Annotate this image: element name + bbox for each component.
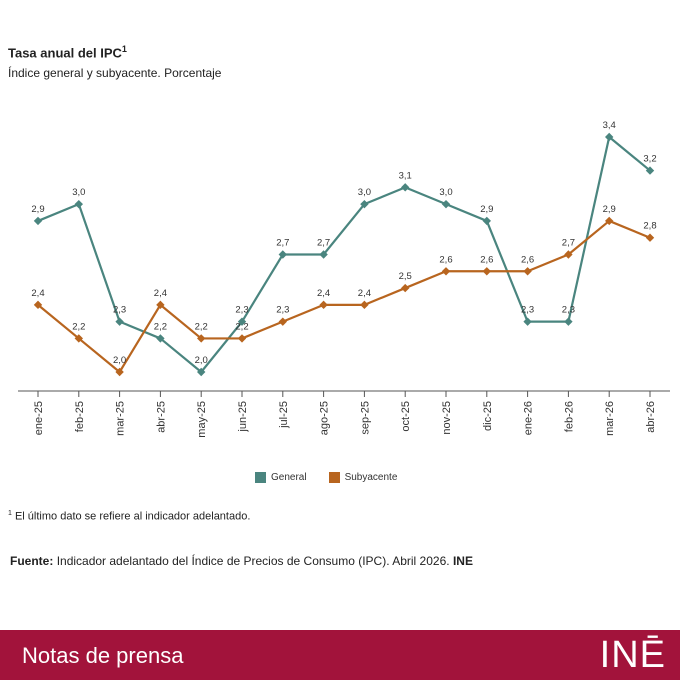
- x-tick-label: nov-25: [441, 401, 453, 435]
- x-tick-label: dic-25: [482, 401, 494, 431]
- legend-swatch-general: [255, 472, 266, 483]
- data-point-subyacente: [156, 300, 165, 310]
- data-label-general: 3,1: [399, 170, 412, 181]
- data-point-general: [441, 199, 451, 209]
- line-chart: ene-25 feb-25 mar-25 abr-25 may-25 jun-25 jul-…: [18, 120, 670, 438]
- data-point-subyacente: [237, 334, 247, 343]
- data-label-general: 2,0: [195, 355, 208, 366]
- data-point-general: [278, 250, 287, 259]
- data-label-general: 2,7: [276, 238, 289, 249]
- data-label-subyacente: 2,7: [562, 238, 575, 249]
- x-tick-label: abr-26: [645, 401, 657, 433]
- data-label-general: 3,0: [439, 187, 452, 198]
- data-label-subyacente: 2,5: [399, 271, 412, 282]
- data-label-general: 3,0: [72, 187, 85, 198]
- data-label-general: 3,0: [358, 187, 371, 198]
- data-point-subyacente: [115, 367, 124, 377]
- data-point-general: [115, 317, 124, 326]
- data-label-subyacente: 2,4: [31, 288, 44, 299]
- data-label-general: 2,3: [521, 305, 534, 316]
- legend-item-general: General: [255, 472, 307, 483]
- data-label-subyacente: 2,4: [358, 288, 371, 299]
- chart-title: Tasa anual del IPC1: [8, 44, 127, 61]
- data-label-general: 2,7: [317, 238, 330, 249]
- footnote: 1 El último dato se refiere al indicador…: [8, 510, 251, 523]
- data-label-general: 2,3: [113, 305, 126, 316]
- x-tick-label: feb-25: [74, 401, 86, 432]
- data-label-subyacente: 2,2: [235, 321, 248, 332]
- data-point-subyacente: [319, 300, 328, 310]
- data-label-general: 2,2: [154, 321, 167, 332]
- data-point-subyacente: [278, 317, 287, 326]
- data-point-subyacente: [33, 300, 43, 310]
- x-tick-label: jul-25: [278, 401, 290, 429]
- data-label-subyacente: 2,2: [195, 321, 208, 332]
- data-label-subyacente: 2,9: [603, 204, 616, 215]
- data-label-subyacente: 2,6: [439, 254, 452, 265]
- data-point-subyacente: [523, 267, 532, 276]
- x-tick-label: mar-25: [115, 401, 127, 436]
- data-point-subyacente: [645, 233, 655, 242]
- x-tick-label: jun-25: [237, 401, 249, 433]
- data-label-subyacente: 2,8: [643, 221, 656, 232]
- data-point-general: [74, 199, 83, 209]
- data-label-subyacente: 2,4: [317, 288, 330, 299]
- data-label-subyacente: 2,6: [521, 254, 534, 265]
- data-label-general: 2,9: [480, 204, 493, 215]
- legend-label-subyacente: Subyacente: [344, 472, 398, 483]
- data-label-subyacente: 2,4: [154, 288, 167, 299]
- data-point-general: [564, 317, 573, 326]
- chart-subtitle: Índice general y subyacente. Porcentaje: [8, 66, 222, 80]
- series-line-subyacente: [37, 219, 651, 374]
- data-point-subyacente: [401, 283, 410, 293]
- data-label-subyacente: 2,2: [72, 321, 85, 332]
- x-tick-label: abr-25: [155, 401, 167, 433]
- data-label-subyacente: 2,3: [276, 305, 289, 316]
- ine-logo: INĒ: [599, 634, 666, 676]
- x-tick-label: mar-26: [604, 401, 616, 436]
- x-tick-label: may-25: [196, 401, 208, 438]
- data-label-general: 3,4: [603, 120, 616, 131]
- data-point-general: [605, 132, 614, 142]
- data-point-subyacente: [441, 267, 451, 276]
- data-label-general: 2,3: [562, 305, 575, 316]
- data-label-general: 2,9: [31, 204, 44, 215]
- source-line: Fuente: Indicador adelantado del Índice …: [10, 554, 473, 568]
- series-line-general: [37, 135, 651, 374]
- data-point-general: [33, 216, 43, 226]
- x-tick-label: oct-25: [400, 401, 412, 432]
- data-label-general: 2,3: [235, 305, 248, 316]
- x-tick-label: ago-25: [319, 401, 331, 435]
- data-point-general: [523, 317, 532, 326]
- data-point-general: [401, 183, 410, 192]
- press-notes-label: Notas de prensa: [22, 643, 184, 668]
- data-point-general: [645, 166, 655, 175]
- data-label-subyacente: 2,6: [480, 254, 493, 265]
- data-point-general: [319, 250, 328, 259]
- x-tick-label: ene-25: [33, 401, 45, 435]
- data-point-general: [197, 367, 206, 377]
- data-point-subyacente: [482, 267, 491, 276]
- data-point-subyacente: [605, 216, 614, 226]
- data-label-subyacente: 2,0: [113, 355, 126, 366]
- data-label-general: 3,2: [643, 154, 656, 165]
- footer-banner: Notas de prensa INĒ: [0, 630, 680, 680]
- x-tick-label: sep-25: [359, 401, 371, 435]
- data-point-subyacente: [360, 300, 369, 310]
- data-point-general: [360, 199, 369, 209]
- legend-item-subyacente: Subyacente: [328, 472, 398, 483]
- data-point-general: [156, 334, 165, 343]
- data-point-subyacente: [74, 334, 83, 343]
- legend: General Subyacente: [255, 472, 419, 483]
- data-point-general: [237, 317, 247, 326]
- x-tick-label: ene-26: [523, 401, 535, 435]
- x-tick-label: feb-26: [563, 401, 575, 432]
- legend-label-general: General: [271, 472, 307, 483]
- data-point-subyacente: [197, 334, 206, 343]
- legend-swatch-subyacente: [328, 472, 340, 483]
- data-point-subyacente: [564, 250, 573, 259]
- data-point-general: [482, 216, 491, 226]
